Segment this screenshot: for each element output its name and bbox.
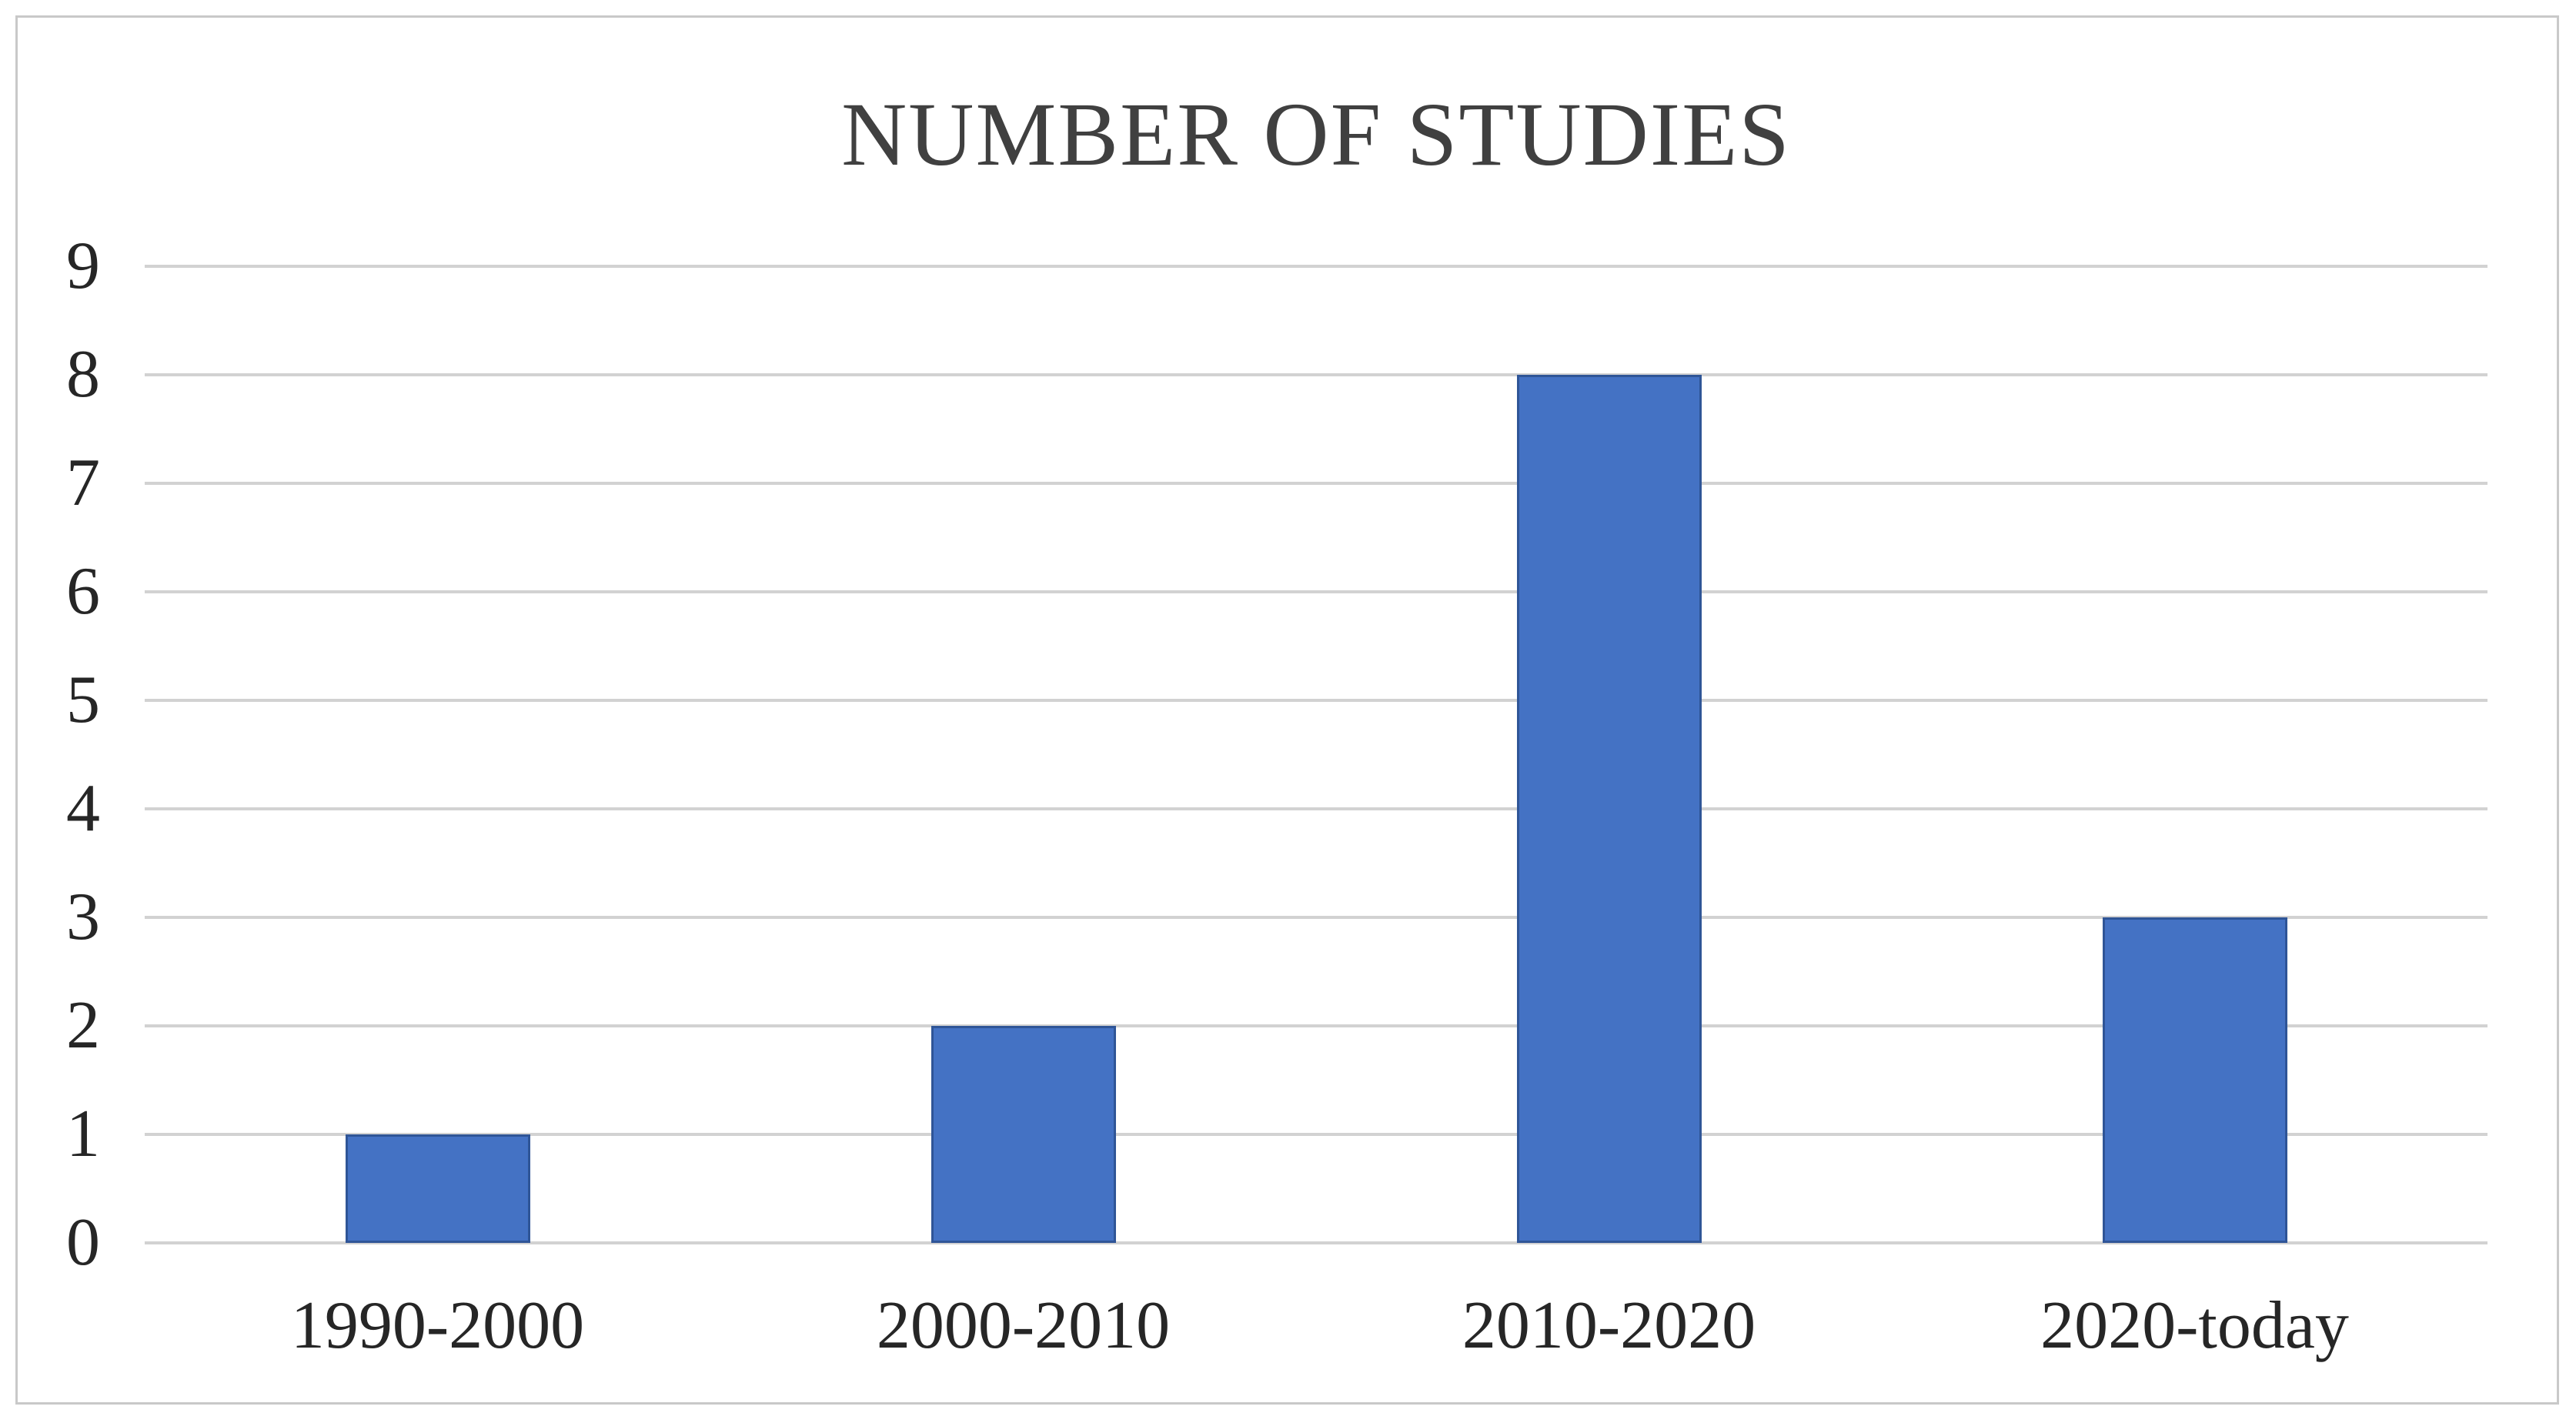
plot-area — [145, 231, 2487, 1244]
gridline-0 — [145, 1241, 2487, 1244]
gridline-1 — [145, 1133, 2487, 1136]
bar-2020-today — [2102, 917, 2287, 1243]
x-category-label-2000-2010: 2000-2010 — [876, 1288, 1171, 1363]
gridline-2 — [145, 1024, 2487, 1027]
y-tick-label-5: 5 — [66, 663, 100, 737]
y-tick-label-6: 6 — [66, 554, 100, 629]
gridline-4 — [145, 807, 2487, 810]
y-tick-label-3: 3 — [66, 880, 100, 954]
y-tick-label-9: 9 — [66, 229, 100, 303]
y-tick-label-1: 1 — [66, 1097, 100, 1171]
y-tick-label-4: 4 — [66, 771, 100, 846]
y-tick-label-7: 7 — [66, 446, 100, 520]
gridline-5 — [145, 699, 2487, 702]
bar-2000-2010 — [931, 1026, 1116, 1243]
gridline-8 — [145, 373, 2487, 376]
y-tick-label-8: 8 — [66, 337, 100, 412]
gridline-3 — [145, 916, 2487, 919]
x-category-label-1990-2000: 1990-2000 — [290, 1288, 585, 1363]
gridline-9 — [145, 265, 2487, 268]
gridline-7 — [145, 482, 2487, 485]
gridline-6 — [145, 590, 2487, 593]
y-tick-label-2: 2 — [66, 988, 100, 1063]
x-category-label-2010-2020: 2010-2020 — [1462, 1288, 1756, 1363]
chart-title: NUMBER OF STUDIES — [841, 84, 1791, 185]
bar-1990-2000 — [345, 1134, 530, 1243]
bar-2010-2020 — [1516, 375, 1702, 1243]
x-category-label-2020-today: 2020-today — [2040, 1288, 2349, 1363]
y-tick-label-0: 0 — [66, 1205, 100, 1280]
